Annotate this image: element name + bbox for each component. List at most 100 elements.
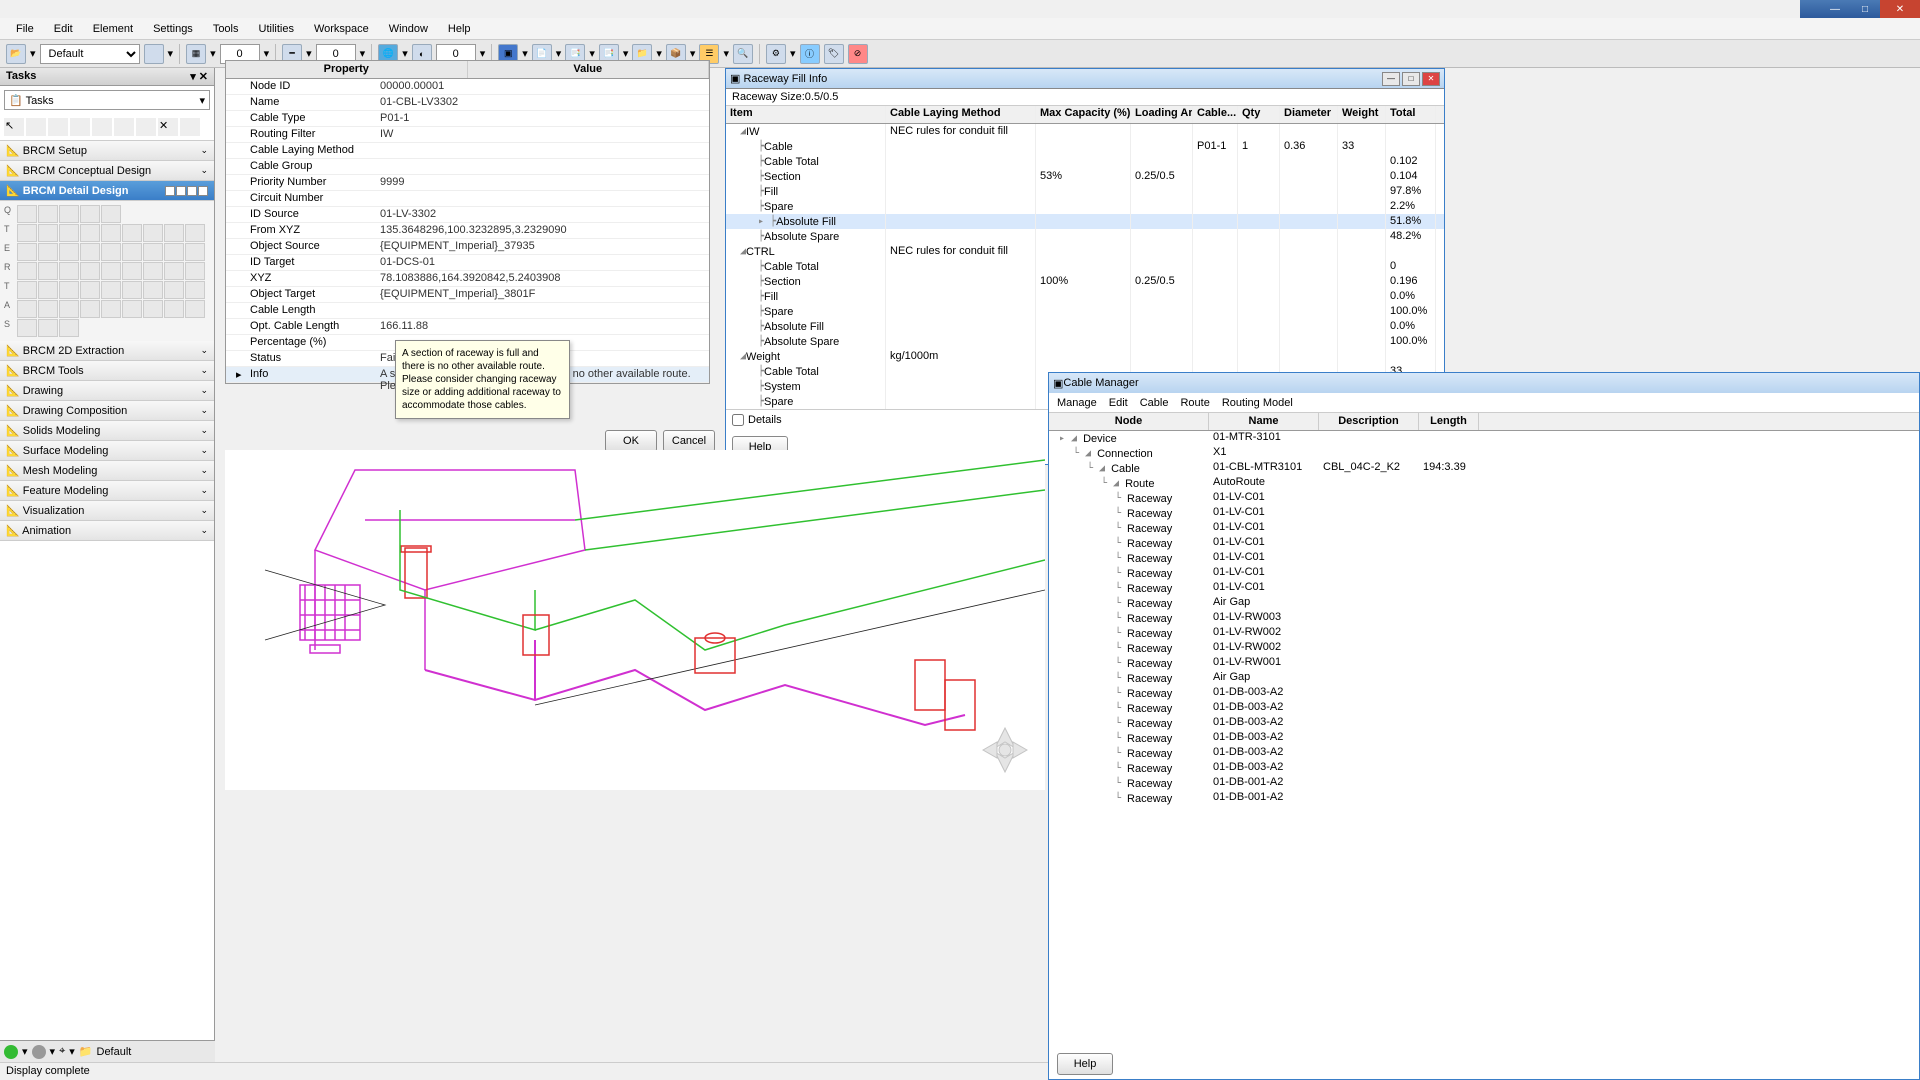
cm-row[interactable]: └ Raceway01-LV-C01: [1049, 536, 1919, 551]
tool-r6c0[interactable]: [17, 319, 37, 337]
tool-r3c5[interactable]: [122, 262, 142, 280]
tool-r4c8[interactable]: [185, 281, 205, 299]
cancel-button[interactable]: Cancel: [663, 430, 715, 452]
tool-r2c0[interactable]: [17, 243, 37, 261]
prop-row[interactable]: From XYZ135.3648296,100.3232895,3.232909…: [226, 223, 709, 239]
tool-r4c7[interactable]: [164, 281, 184, 299]
cm-col[interactable]: Length: [1419, 413, 1479, 430]
rw-row[interactable]: ┝ Absolute Fill0.0%: [726, 319, 1444, 334]
cm-row[interactable]: └ Raceway01-DB-003-A2: [1049, 731, 1919, 746]
tool-icon[interactable]: [144, 44, 164, 64]
cm-row[interactable]: └ Raceway01-DB-003-A2: [1049, 746, 1919, 761]
tool-r3c2[interactable]: [59, 262, 79, 280]
rw-row[interactable]: ┝ Spare2.2%: [726, 199, 1444, 214]
rw-row[interactable]: ┝ Absolute Spare100.0%: [726, 334, 1444, 349]
tool-r5c0[interactable]: [17, 300, 37, 318]
style-combo[interactable]: Default: [40, 44, 140, 64]
cm-row[interactable]: └ ◢ ConnectionX1: [1049, 446, 1919, 461]
view-cube[interactable]: [975, 720, 1035, 780]
cm-col[interactable]: Name: [1209, 413, 1319, 430]
rw-col[interactable]: Weight: [1338, 106, 1386, 123]
cm-row[interactable]: └ Raceway01-DB-003-A2: [1049, 701, 1919, 716]
prop-row[interactable]: Node ID00000.00001: [226, 79, 709, 95]
open-icon[interactable]: 📂: [6, 44, 26, 64]
tool-r4c5[interactable]: [122, 281, 142, 299]
cm-row[interactable]: └ Raceway01-LV-C01: [1049, 491, 1919, 506]
3d-viewport[interactable]: [225, 450, 1045, 790]
prop-row[interactable]: Routing FilterIW: [226, 127, 709, 143]
accordion-brcm-2d-extraction[interactable]: 📐 BRCM 2D Extraction⌄: [0, 341, 214, 361]
prop-row[interactable]: Cable Length: [226, 303, 709, 319]
tool-r1c8[interactable]: [185, 224, 205, 242]
snap-icon[interactable]: ⌖: [59, 1045, 65, 1058]
cm-menu-manage[interactable]: Manage: [1057, 397, 1097, 409]
tool-r5c3[interactable]: [80, 300, 100, 318]
tool-r6c2[interactable]: [59, 319, 79, 337]
cm-row[interactable]: └ Raceway01-LV-RW002: [1049, 641, 1919, 656]
prop-row[interactable]: Cable Group: [226, 159, 709, 175]
tool-r1c7[interactable]: [164, 224, 184, 242]
accordion-animation[interactable]: 📐 Animation⌄: [0, 521, 214, 541]
block-icon[interactable]: ⊘: [848, 44, 868, 64]
tool-r4c1[interactable]: [38, 281, 58, 299]
rw-row[interactable]: ◢ IWNEC rules for conduit fill: [726, 124, 1444, 139]
tool-r3c1[interactable]: [38, 262, 58, 280]
tool-6[interactable]: [114, 118, 134, 136]
tool-r3c0[interactable]: [17, 262, 37, 280]
tool-r3c6[interactable]: [143, 262, 163, 280]
cm-row[interactable]: └ Raceway01-LV-C01: [1049, 551, 1919, 566]
prop-row[interactable]: Object Source{EQUIPMENT_Imperial}_37935: [226, 239, 709, 255]
tool-r3c4[interactable]: [101, 262, 121, 280]
tool-r2c7[interactable]: [164, 243, 184, 261]
rw-col[interactable]: Loading Ar...: [1131, 106, 1193, 123]
tool-r1c1[interactable]: [38, 224, 58, 242]
menu-edit[interactable]: Edit: [46, 21, 81, 37]
tool-r0c2[interactable]: [59, 205, 79, 223]
back-button[interactable]: [4, 1045, 18, 1059]
rw-col[interactable]: Diameter: [1280, 106, 1338, 123]
rw-row[interactable]: ┝ Fill97.8%: [726, 184, 1444, 199]
accordion-drawing[interactable]: 📐 Drawing⌄: [0, 381, 214, 401]
cm-row[interactable]: └ Raceway01-DB-001-A2: [1049, 791, 1919, 806]
tool-4[interactable]: [70, 118, 90, 136]
tool-3[interactable]: [48, 118, 68, 136]
rw-row[interactable]: ◢ CTRLNEC rules for conduit fill: [726, 244, 1444, 259]
cm-row[interactable]: └ Raceway01-DB-003-A2: [1049, 686, 1919, 701]
max-button[interactable]: □: [1402, 72, 1420, 86]
menu-element[interactable]: Element: [85, 21, 141, 37]
menu-tools[interactable]: Tools: [205, 21, 247, 37]
tool-r5c1[interactable]: [38, 300, 58, 318]
tool-r5c2[interactable]: [59, 300, 79, 318]
cm-row[interactable]: ▸ ◢ Device01-MTR-3101: [1049, 431, 1919, 446]
tool-r1c6[interactable]: [143, 224, 163, 242]
rw-col[interactable]: Max Capacity (%): [1036, 106, 1131, 123]
tool-r1c2[interactable]: [59, 224, 79, 242]
rw-col[interactable]: Item: [726, 106, 886, 123]
prop-row[interactable]: Circuit Number: [226, 191, 709, 207]
cm-menu-edit[interactable]: Edit: [1109, 397, 1128, 409]
cm-row[interactable]: └ ◢ RouteAutoRoute: [1049, 476, 1919, 491]
accordion-feature-modeling[interactable]: 📐 Feature Modeling⌄: [0, 481, 214, 501]
dropdown-arrow-icon[interactable]: ▾: [30, 47, 36, 60]
cm-row[interactable]: └ Raceway01-LV-C01: [1049, 506, 1919, 521]
rw-col[interactable]: Cable...: [1193, 106, 1238, 123]
tool-r5c4[interactable]: [101, 300, 121, 318]
rw-row[interactable]: ┝ Cable Total0: [726, 259, 1444, 274]
accordion-visualization[interactable]: 📐 Visualization⌄: [0, 501, 214, 521]
rw-row[interactable]: ▸ ┝ Absolute Fill51.8%: [726, 214, 1444, 229]
tool-r0c1[interactable]: [38, 205, 58, 223]
gear-icon[interactable]: ⚙: [766, 44, 786, 64]
menu-workspace[interactable]: Workspace: [306, 21, 377, 37]
cm-row[interactable]: └ Raceway01-LV-RW001: [1049, 656, 1919, 671]
info-icon[interactable]: ⓘ: [800, 44, 820, 64]
close-button[interactable]: ✕: [1880, 0, 1920, 18]
tool-r5c5[interactable]: [122, 300, 142, 318]
cm-row[interactable]: └ RacewayAir Gap: [1049, 671, 1919, 686]
menu-settings[interactable]: Settings: [145, 21, 201, 37]
minimize-button[interactable]: —: [1820, 0, 1850, 18]
tool-8[interactable]: ✕: [158, 118, 178, 136]
tool-r5c6[interactable]: [143, 300, 163, 318]
rw-row[interactable]: ◢ Weightkg/1000m: [726, 349, 1444, 364]
close-icon[interactable]: ✕: [199, 71, 208, 83]
cm-col[interactable]: Description: [1319, 413, 1419, 430]
